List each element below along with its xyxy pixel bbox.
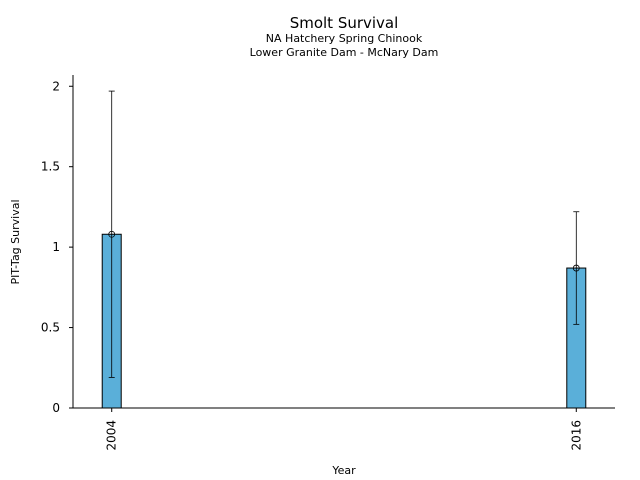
- x-axis-label: Year: [331, 464, 356, 477]
- chart-subtitle-line-1: NA Hatchery Spring Chinook: [266, 32, 423, 45]
- chart-title: Smolt Survival: [290, 14, 399, 32]
- x-tick-label: 2004: [105, 420, 119, 451]
- y-axis-label: PIT-Tag Survival: [9, 199, 22, 284]
- plot-area: [101, 90, 587, 409]
- x-tick-label: 2016: [569, 420, 583, 451]
- chart-subtitle-line-2: Lower Granite Dam - McNary Dam: [250, 46, 439, 59]
- y-tick-label: 2: [52, 79, 60, 93]
- y-tick-label: 0: [52, 401, 60, 415]
- x-axis-ticks: 2004 2016: [105, 408, 583, 451]
- y-axis-ticks: 0 0.5 1 1.5 2: [41, 79, 73, 415]
- chart-titles: Smolt Survival NA Hatchery Spring Chinoo…: [250, 14, 439, 59]
- y-tick-label: 0.5: [41, 321, 60, 335]
- y-tick-label: 1: [52, 240, 60, 254]
- point-marker-2016: [572, 264, 580, 272]
- point-marker-2004: [108, 230, 116, 238]
- y-tick-label: 1.5: [41, 160, 60, 174]
